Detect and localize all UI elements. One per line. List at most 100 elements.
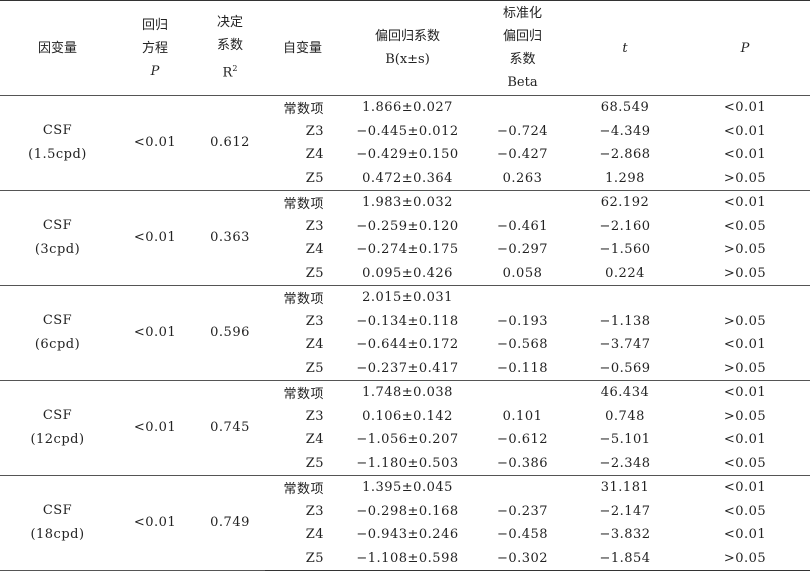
p-cell: <0.01 <box>680 380 810 405</box>
dependent-name: CSF <box>42 408 73 423</box>
table-row: Z5 −1.108±0.598 −0.302 −1.854 >0.05 <box>0 546 810 571</box>
t-cell: 68.549 <box>570 95 680 120</box>
beta-cell: 0.101 <box>502 408 543 424</box>
t-cell: −2.868 <box>599 147 651 163</box>
table-row: Z5 0.472±0.364 0.263 1.298 >0.05 <box>0 167 810 191</box>
header-dependent: 因变量 <box>0 0 115 96</box>
b-cell: 2.015±0.031 <box>340 285 475 310</box>
p-cell: >0.05 <box>723 408 767 424</box>
beta-cell <box>475 475 570 500</box>
p-cell: <0.05 <box>723 503 767 519</box>
t-cell: −3.747 <box>599 337 651 353</box>
table-row: CSF (3cpd) <0.01 0.363 常数项 1.983±0.032 62.192 <… <box>0 190 810 286</box>
independent-cell: Z5 <box>305 265 324 281</box>
independent-cell: Z4 <box>305 337 324 353</box>
beta-cell: −0.297 <box>496 242 549 258</box>
independent-cell: Z5 <box>265 546 340 571</box>
regression-p-cell: <0.01 <box>115 95 195 191</box>
table-row: CSF (12cpd) <0.01 0.745 常数项 1.748±0.038 46.434… <box>0 380 810 476</box>
p-cell: <0.01 <box>723 432 767 448</box>
dependent-name: CSF <box>42 313 73 328</box>
beta-cell: −0.724 <box>496 123 549 139</box>
table-row: CSF (6cpd) <0.01 0.596 常数项 2.015±0.031 <box>0 285 810 381</box>
b-cell: 1.395±0.045 <box>340 475 475 500</box>
independent-cell: Z3 <box>305 123 324 139</box>
beta-cell: −0.461 <box>496 218 549 234</box>
b-cell: 1.748±0.038 <box>340 380 475 405</box>
b-cell: −0.274±0.175 <box>356 242 459 258</box>
header-r2: 决定 系数 R2 <box>195 0 265 96</box>
independent-cell: Z3 <box>305 503 324 519</box>
b-cell: 1.983±0.032 <box>340 190 475 215</box>
beta-cell: −0.302 <box>475 546 570 571</box>
table-row: Z3 −0.298±0.168 −0.237 −2.147 <0.05 <box>0 500 810 524</box>
table-row: Z3 −0.445±0.012 −0.724 −4.349 <0.01 <box>0 120 810 144</box>
p-cell: >0.05 <box>723 242 767 258</box>
b-cell: −0.943±0.246 <box>356 527 459 543</box>
t-cell: 62.192 <box>570 190 680 215</box>
b-cell: −1.180±0.503 <box>356 455 459 471</box>
table-row: Z5 −1.180±0.503 −0.386 −2.348 <0.05 <box>0 452 810 476</box>
independent-cell: Z3 <box>305 408 324 424</box>
independent-cell: 常数项 <box>265 380 340 405</box>
p-cell: <0.01 <box>680 475 810 500</box>
header-t: t <box>570 0 680 96</box>
dependent-sub: (18cpd) <box>30 527 85 542</box>
b-cell: 0.472±0.364 <box>362 170 453 186</box>
table-row: Z4 −0.274±0.175 −0.297 −1.560 >0.05 <box>0 238 810 262</box>
dependent-cell: CSF (1.5cpd) <box>0 95 115 191</box>
independent-cell: Z3 <box>305 313 324 329</box>
header-text: 标准化 <box>502 6 542 21</box>
t-cell: 0.224 <box>605 265 645 281</box>
b-cell: −1.056±0.207 <box>356 432 459 448</box>
beta-cell <box>475 190 570 215</box>
table-row: Z4 −0.429±0.150 −0.427 −2.868 <0.01 <box>0 143 810 167</box>
b-cell: 0.095±0.426 <box>362 265 453 281</box>
table-row: CSF (1.5cpd) <0.01 0.612 常数项 1.866±0.027 68.54… <box>0 95 810 191</box>
independent-cell: 常数项 <box>265 475 340 500</box>
header-text: Beta <box>507 75 538 90</box>
independent-cell: Z5 <box>305 360 324 376</box>
beta-cell: −0.118 <box>496 360 549 376</box>
table-row: Z3 −0.134±0.118 −0.193 −1.138 >0.05 <box>0 310 810 334</box>
b-cell: −0.429±0.150 <box>356 147 459 163</box>
r2-cell: 0.749 <box>195 475 265 571</box>
dependent-sub: (3cpd) <box>34 242 81 257</box>
dependent-cell: CSF (18cpd) <box>0 475 115 571</box>
header-text: P <box>150 63 160 79</box>
beta-cell: −0.458 <box>496 527 549 543</box>
dependent-name: CSF <box>42 218 73 233</box>
p-cell: <0.01 <box>723 123 767 139</box>
p-cell: <0.05 <box>723 218 767 234</box>
r2-cell: 0.596 <box>195 285 265 381</box>
beta-cell: −0.386 <box>496 455 549 471</box>
dependent-cell: CSF (3cpd) <box>0 190 115 286</box>
b-cell: 1.866±0.027 <box>340 95 475 120</box>
t-cell: −1.560 <box>599 242 651 258</box>
dependent-name: CSF <box>42 503 73 518</box>
beta-cell <box>475 380 570 405</box>
independent-cell: Z4 <box>305 527 324 543</box>
header-text: 方程 <box>141 40 168 56</box>
beta-cell: 0.263 <box>502 170 543 186</box>
beta-cell <box>475 95 570 120</box>
r2-cell: 0.612 <box>195 95 265 191</box>
header-beta: 标准化 偏回归 系数 Beta <box>475 0 570 96</box>
t-cell: 46.434 <box>570 380 680 405</box>
header-text: 偏回归系数 <box>374 29 440 44</box>
t-cell: 0.748 <box>605 408 645 424</box>
t-cell: −2.147 <box>599 503 651 519</box>
dependent-name: CSF <box>42 123 73 138</box>
regression-p-cell: <0.01 <box>115 190 195 286</box>
p-cell: <0.05 <box>723 455 767 471</box>
header-text: P <box>740 40 750 56</box>
header-p: P <box>680 0 810 96</box>
beta-cell: 0.058 <box>502 265 543 281</box>
b-cell: −1.108±0.598 <box>340 546 475 571</box>
p-cell: >0.05 <box>723 265 767 281</box>
independent-cell: 常数项 <box>265 285 340 310</box>
b-cell: −0.298±0.168 <box>356 503 459 519</box>
p-cell: <0.01 <box>723 527 767 543</box>
b-cell: −0.259±0.120 <box>356 218 459 234</box>
